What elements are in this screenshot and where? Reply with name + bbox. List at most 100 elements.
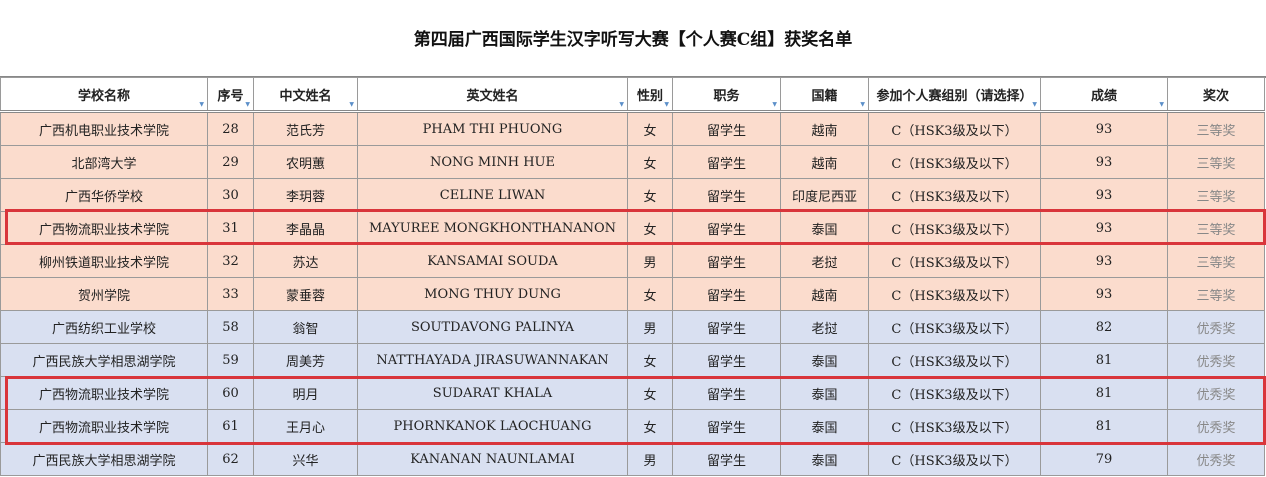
cell-nationality[interactable]: 老挝 (780, 310, 869, 344)
cell-chinese-name[interactable]: 范氏芳 (253, 111, 358, 146)
cell-gender[interactable]: 女 (627, 277, 673, 311)
cell-chinese-name[interactable]: 兴华 (253, 442, 358, 476)
cell-gender[interactable]: 男 (627, 442, 673, 476)
column-header-number[interactable]: 序号 ▼ (207, 77, 254, 113)
cell-gender[interactable]: 男 (627, 244, 673, 278)
cell-role[interactable]: 留学生 (672, 111, 781, 146)
cell-award[interactable]: 三等奖 (1167, 145, 1265, 179)
cell-group[interactable]: C（HSK3级及以下） (868, 211, 1041, 245)
cell-role[interactable]: 留学生 (672, 178, 781, 212)
cell-school[interactable]: 广西民族大学相思湖学院 (0, 343, 208, 377)
cell-school[interactable]: 广西民族大学相思湖学院 (0, 442, 208, 476)
cell-award[interactable]: 三等奖 (1167, 178, 1265, 212)
cell-chinese-name[interactable]: 王月心 (253, 409, 358, 443)
cell-score[interactable]: 81 (1040, 376, 1168, 410)
cell-gender[interactable]: 男 (627, 310, 673, 344)
cell-score[interactable]: 93 (1040, 145, 1168, 179)
cell-number[interactable]: 60 (207, 376, 254, 410)
cell-group[interactable]: C（HSK3级及以下） (868, 244, 1041, 278)
cell-score[interactable]: 93 (1040, 211, 1168, 245)
filter-dropdown-icon[interactable]: ▼ (199, 101, 204, 108)
cell-school[interactable]: 柳州铁道职业技术学院 (0, 244, 208, 278)
cell-number[interactable]: 58 (207, 310, 254, 344)
cell-score[interactable]: 93 (1040, 178, 1168, 212)
cell-score[interactable]: 81 (1040, 343, 1168, 377)
cell-group[interactable]: C（HSK3级及以下） (868, 111, 1041, 146)
cell-english-name[interactable]: PHAM THI PHUONG (357, 111, 628, 146)
cell-nationality[interactable]: 泰国 (780, 343, 869, 377)
cell-gender[interactable]: 女 (627, 211, 673, 245)
cell-english-name[interactable]: CELINE LIWAN (357, 178, 628, 212)
cell-chinese-name[interactable]: 苏达 (253, 244, 358, 278)
cell-number[interactable]: 28 (207, 111, 254, 146)
cell-score[interactable]: 82 (1040, 310, 1168, 344)
filter-dropdown-icon[interactable]: ▼ (245, 101, 250, 108)
filter-dropdown-icon[interactable]: ▼ (619, 101, 624, 108)
filter-dropdown-icon[interactable]: ▼ (772, 101, 777, 108)
cell-role[interactable]: 留学生 (672, 376, 781, 410)
cell-role[interactable]: 留学生 (672, 145, 781, 179)
filter-dropdown-icon[interactable]: ▼ (349, 101, 354, 108)
filter-dropdown-icon[interactable]: ▼ (1032, 101, 1037, 108)
cell-award[interactable]: 优秀奖 (1167, 442, 1265, 476)
cell-number[interactable]: 61 (207, 409, 254, 443)
column-header-nationality[interactable]: 国籍 ▼ (780, 77, 869, 113)
cell-gender[interactable]: 女 (627, 178, 673, 212)
cell-score[interactable]: 79 (1040, 442, 1168, 476)
cell-role[interactable]: 留学生 (672, 409, 781, 443)
cell-score[interactable]: 81 (1040, 409, 1168, 443)
cell-nationality[interactable]: 老挝 (780, 244, 869, 278)
cell-gender[interactable]: 女 (627, 376, 673, 410)
cell-group[interactable]: C（HSK3级及以下） (868, 409, 1041, 443)
cell-school[interactable]: 广西物流职业技术学院 (0, 211, 208, 245)
cell-chinese-name[interactable]: 李晶晶 (253, 211, 358, 245)
column-header-group[interactable]: 参加个人赛组别（请选择） ▼ (868, 77, 1041, 113)
column-header-english-name[interactable]: 英文姓名 ▼ (357, 77, 628, 113)
column-header-chinese-name[interactable]: 中文姓名 ▼ (253, 77, 358, 113)
cell-english-name[interactable]: MAYUREE MONGKHONTHANANON (357, 211, 628, 245)
cell-chinese-name[interactable]: 翁智 (253, 310, 358, 344)
cell-role[interactable]: 留学生 (672, 244, 781, 278)
cell-chinese-name[interactable]: 明月 (253, 376, 358, 410)
cell-score[interactable]: 93 (1040, 111, 1168, 146)
cell-chinese-name[interactable]: 蒙垂蓉 (253, 277, 358, 311)
cell-score[interactable]: 93 (1040, 277, 1168, 311)
cell-number[interactable]: 32 (207, 244, 254, 278)
cell-nationality[interactable]: 越南 (780, 277, 869, 311)
column-header-gender[interactable]: 性别 ▼ (627, 77, 673, 113)
cell-number[interactable]: 29 (207, 145, 254, 179)
cell-number[interactable]: 59 (207, 343, 254, 377)
cell-english-name[interactable]: SOUTDAVONG PALINYA (357, 310, 628, 344)
cell-english-name[interactable]: PHORNKANOK LAOCHUANG (357, 409, 628, 443)
cell-english-name[interactable]: KANANAN NAUNLAMAI (357, 442, 628, 476)
column-header-award[interactable]: 奖次 (1167, 77, 1265, 113)
cell-group[interactable]: C（HSK3级及以下） (868, 442, 1041, 476)
cell-school[interactable]: 广西华侨学校 (0, 178, 208, 212)
filter-dropdown-icon[interactable]: ▼ (860, 101, 865, 108)
cell-award[interactable]: 优秀奖 (1167, 409, 1265, 443)
cell-nationality[interactable]: 越南 (780, 111, 869, 146)
cell-group[interactable]: C（HSK3级及以下） (868, 310, 1041, 344)
cell-role[interactable]: 留学生 (672, 310, 781, 344)
cell-award[interactable]: 三等奖 (1167, 244, 1265, 278)
cell-chinese-name[interactable]: 周美芳 (253, 343, 358, 377)
filter-dropdown-icon[interactable]: ▼ (1159, 101, 1164, 108)
column-header-school[interactable]: 学校名称 ▼ (0, 77, 208, 113)
cell-school[interactable]: 广西纺织工业学校 (0, 310, 208, 344)
cell-group[interactable]: C（HSK3级及以下） (868, 145, 1041, 179)
cell-role[interactable]: 留学生 (672, 442, 781, 476)
cell-school[interactable]: 广西机电职业技术学院 (0, 111, 208, 146)
cell-group[interactable]: C（HSK3级及以下） (868, 343, 1041, 377)
cell-chinese-name[interactable]: 李玥蓉 (253, 178, 358, 212)
cell-chinese-name[interactable]: 农明蕙 (253, 145, 358, 179)
cell-gender[interactable]: 女 (627, 111, 673, 146)
cell-number[interactable]: 33 (207, 277, 254, 311)
cell-english-name[interactable]: NATTHAYADA JIRASUWANNAKAN (357, 343, 628, 377)
cell-english-name[interactable]: NONG MINH HUE (357, 145, 628, 179)
cell-award[interactable]: 三等奖 (1167, 111, 1265, 146)
cell-number[interactable]: 62 (207, 442, 254, 476)
cell-group[interactable]: C（HSK3级及以下） (868, 277, 1041, 311)
cell-school[interactable]: 北部湾大学 (0, 145, 208, 179)
cell-nationality[interactable]: 泰国 (780, 376, 869, 410)
cell-english-name[interactable]: KANSAMAI SOUDA (357, 244, 628, 278)
